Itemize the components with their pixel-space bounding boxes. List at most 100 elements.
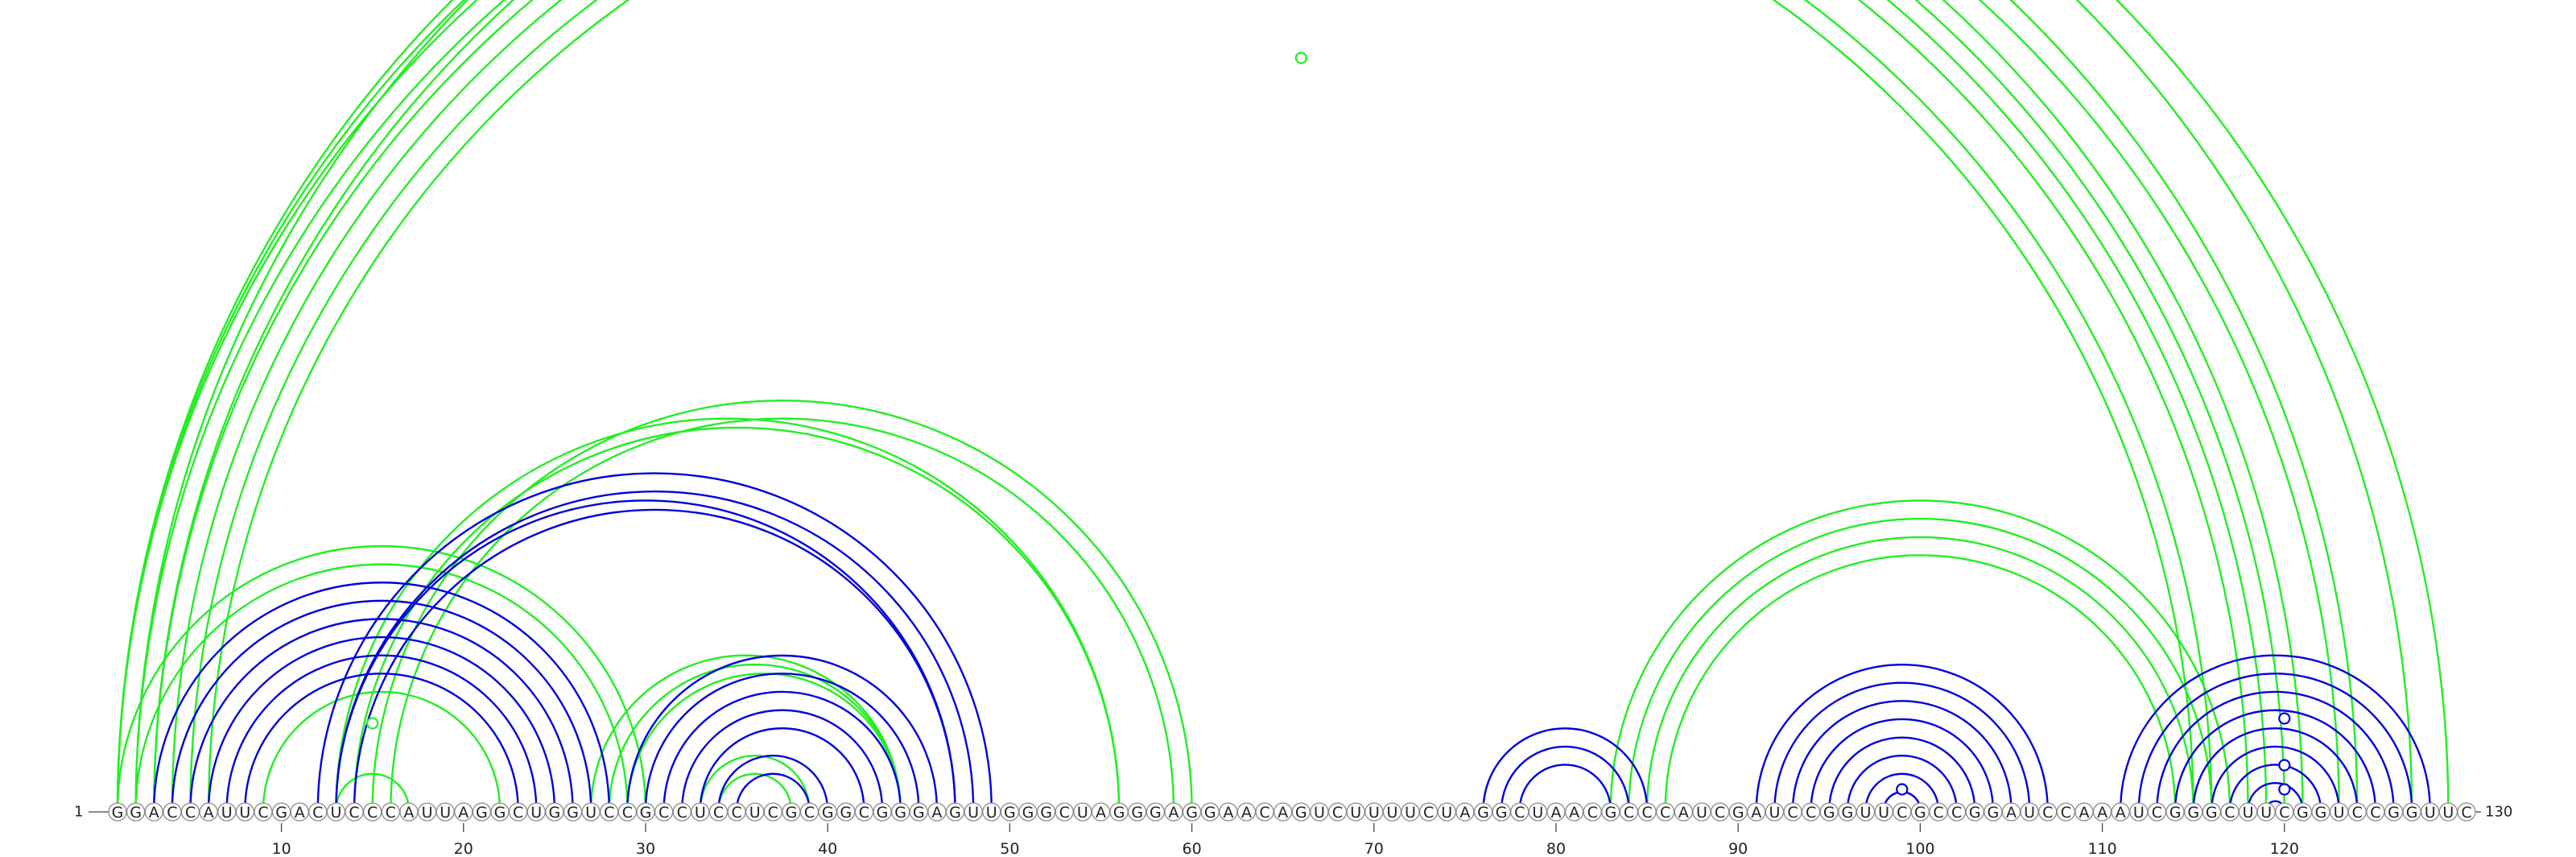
- nucleotide-102: C: [1946, 802, 1967, 822]
- nucleotide-114: G: [2165, 802, 2185, 822]
- nucleotide-letter: U: [1077, 804, 1088, 822]
- green-pair-arc-4-118: [171, 0, 2249, 811]
- green-pair-arc-86-114: [1664, 554, 2177, 811]
- blue-pair-arc-7-24: [225, 654, 538, 811]
- nucleotide-96: G: [1838, 802, 1857, 822]
- nucleotide-letter: G: [476, 804, 488, 822]
- blue-pair-arc-5-26: [189, 618, 574, 811]
- nucleotide-letter: C: [1587, 804, 1598, 822]
- blue-arc-marker: [2278, 712, 2291, 725]
- nucleotide-letter: G: [1040, 804, 1052, 822]
- nucleotide-letter: A: [1550, 804, 1561, 822]
- nucleotide-62: A: [1219, 802, 1238, 822]
- nucleotide-43: G: [873, 802, 892, 822]
- nucleotide-94: C: [1802, 802, 1821, 822]
- nucleotide-50: G: [1000, 802, 1020, 822]
- nucleotide-letter: U: [422, 804, 433, 822]
- nucleotide-letter: C: [349, 804, 359, 822]
- blue-pair-arc-8-23: [244, 673, 519, 811]
- nucleotide-29: C: [617, 802, 638, 822]
- nucleotide-33: U: [691, 802, 710, 822]
- nucleotide-letter: C: [1624, 804, 1634, 822]
- nucleotide-letter: U: [2024, 804, 2035, 822]
- nucleotide-letter: A: [458, 804, 469, 822]
- nucleotide-30: G: [636, 802, 655, 822]
- nucleotide-108: C: [2056, 802, 2075, 822]
- nucleotide-letter: G: [1914, 804, 1926, 822]
- nucleotide-16: C: [381, 802, 400, 822]
- nucleotide-letter: U: [2243, 804, 2254, 822]
- nucleotide-119: U: [2256, 802, 2276, 822]
- nucleotide-4: C: [163, 802, 182, 822]
- nucleotide-letter: C: [2461, 804, 2471, 822]
- nucleotide-19: U: [436, 802, 455, 822]
- blue-pair-arc-117-122: [2228, 764, 2322, 811]
- blue-pair-arc-91-107: [1755, 663, 2049, 811]
- nucleotide-53: C: [1055, 802, 1074, 822]
- nucleotide-100: G: [1910, 802, 1930, 822]
- nucleotide-letter: C: [1715, 804, 1725, 822]
- nucleotide-letter: U: [585, 804, 597, 822]
- blue-pair-arc-94-104: [1810, 718, 1995, 811]
- nucleotide-letter: G: [2169, 804, 2182, 822]
- nucleotide-121: G: [2293, 802, 2313, 822]
- blue-pair-arc-78-83: [1518, 764, 1612, 811]
- nucleotide-letter: G: [1604, 804, 1616, 822]
- nucleotide-letter: A: [1569, 804, 1579, 822]
- blue-pair-arc-31-44: [663, 690, 902, 811]
- nucleotide-64: C: [1255, 802, 1274, 822]
- nucleotide-letter: G: [2388, 804, 2400, 822]
- nucleotide-65: A: [1274, 802, 1293, 822]
- nucleotide-40: G: [818, 802, 837, 822]
- nucleotide-letter: C: [768, 804, 778, 822]
- position-tick-label-60: 60: [1182, 840, 1201, 857]
- nucleotide-97: U: [1856, 802, 1876, 822]
- position-axis: 10 20 30 40 50 60 70 80 90 100 110 120: [271, 823, 2299, 857]
- green-pair-arc-16-59: [390, 417, 1175, 811]
- blue-pair-arc-35-39: [735, 772, 811, 811]
- blue-pair-arc-96-102: [1846, 754, 1958, 811]
- green-pair-arc-13-17: [335, 772, 411, 811]
- nucleotide-70: U: [1364, 802, 1384, 822]
- nucleotide-letter: A: [1223, 804, 1233, 822]
- nucleotide-letter: C: [677, 804, 687, 822]
- green-pair-arc-3-119: [153, 0, 2268, 811]
- nucleotide-82: C: [1583, 802, 1602, 822]
- blue-pair-arc-92-106: [1773, 681, 2031, 811]
- blue-pair-arc-112-127: [2137, 673, 2413, 811]
- nucleotide-84: C: [1619, 802, 1639, 822]
- nucleotide-125: C: [2366, 802, 2385, 822]
- nucleotide-92: U: [1765, 802, 1785, 822]
- nucleotide-letter: C: [513, 804, 523, 822]
- nucleotide-23: C: [508, 802, 528, 822]
- nucleotide-83: G: [1601, 802, 1620, 822]
- nucleotide-77: G: [1492, 802, 1511, 822]
- nucleotide-letter: C: [731, 804, 741, 822]
- nucleotide-letter: U: [2334, 804, 2345, 822]
- nucleotide-120: C: [2275, 802, 2294, 822]
- nucleotide-letter: U: [221, 804, 233, 822]
- nucleotide-24: U: [526, 802, 546, 822]
- nucleotide-32: C: [672, 802, 691, 822]
- position-tick-label-50: 50: [1000, 840, 1019, 857]
- nucleotide-letter: G: [1022, 804, 1034, 822]
- blue-pair-arc-14-47: [353, 508, 956, 811]
- nucleotide-18: U: [417, 802, 437, 822]
- nucleotide-73: C: [1418, 802, 1439, 822]
- nucleotide-115: G: [2184, 802, 2203, 822]
- nucleotide-95: G: [1819, 802, 1839, 822]
- nucleotide-letter: A: [1751, 804, 1761, 822]
- position-tick-label-40: 40: [818, 840, 837, 857]
- nucleotide-letter: C: [1423, 804, 1434, 822]
- nucleotide-113: C: [2147, 802, 2167, 822]
- blue-arc-marker: [2278, 759, 2291, 772]
- nucleotide-34: C: [708, 802, 729, 822]
- blue-pair-arc-93-105: [1791, 700, 2013, 811]
- nucleotide-66: G: [1291, 802, 1311, 822]
- nucleotide-letter: G: [112, 804, 124, 822]
- green-pair-arc-3-123: [153, 0, 2340, 811]
- nucleotide-47: G: [945, 802, 965, 822]
- nucleotide-letter: C: [2352, 804, 2363, 822]
- nucleotide-1: G: [108, 802, 127, 822]
- nucleotide-letter: G: [1823, 804, 1835, 822]
